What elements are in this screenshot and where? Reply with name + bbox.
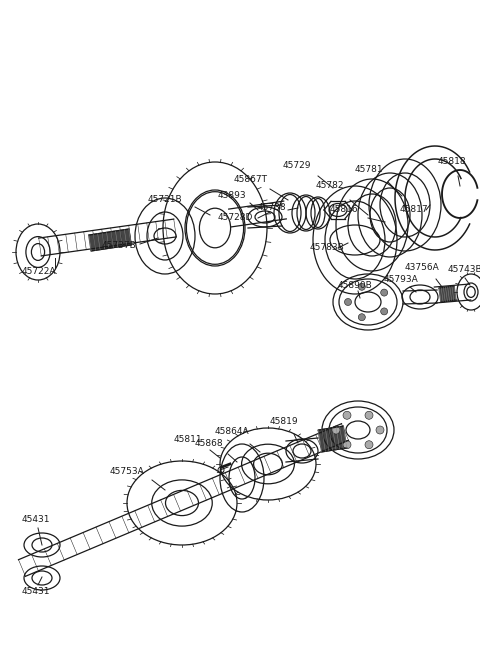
Circle shape <box>376 426 384 434</box>
Text: 45737B: 45737B <box>102 240 137 250</box>
Circle shape <box>343 441 351 449</box>
Text: 45431: 45431 <box>22 515 50 525</box>
Circle shape <box>358 314 365 321</box>
Text: 43893: 43893 <box>218 191 247 200</box>
Text: 45867T: 45867T <box>234 176 268 185</box>
Circle shape <box>365 411 373 419</box>
Circle shape <box>381 308 388 315</box>
Circle shape <box>343 411 351 419</box>
Text: 45817: 45817 <box>400 206 429 214</box>
Text: 45753A: 45753A <box>110 468 145 476</box>
Text: 45721B: 45721B <box>148 195 182 204</box>
Text: 45811: 45811 <box>174 436 203 445</box>
Text: 43756A: 43756A <box>405 263 440 272</box>
Circle shape <box>358 283 365 290</box>
Text: 45729: 45729 <box>283 160 312 170</box>
Text: 45868: 45868 <box>195 440 224 449</box>
Circle shape <box>332 426 340 434</box>
Text: 45818: 45818 <box>438 157 467 166</box>
Circle shape <box>345 299 351 305</box>
Text: 45819: 45819 <box>270 417 299 426</box>
Text: 45782: 45782 <box>316 181 345 189</box>
Polygon shape <box>318 426 347 452</box>
Polygon shape <box>439 286 456 302</box>
Text: 45781: 45781 <box>355 166 384 174</box>
Text: 45864A: 45864A <box>215 428 250 436</box>
Text: 45743B: 45743B <box>448 265 480 274</box>
Circle shape <box>365 441 373 449</box>
Polygon shape <box>89 229 131 251</box>
Text: 45890B: 45890B <box>338 280 373 290</box>
Text: 45816: 45816 <box>330 206 359 214</box>
Circle shape <box>381 289 388 296</box>
Text: 45738: 45738 <box>258 204 287 212</box>
Text: 45728D: 45728D <box>218 214 253 223</box>
Text: 45783B: 45783B <box>310 244 345 252</box>
Text: 45793A: 45793A <box>384 276 419 284</box>
Text: 45722A: 45722A <box>22 267 57 276</box>
Text: 45431: 45431 <box>22 588 50 597</box>
